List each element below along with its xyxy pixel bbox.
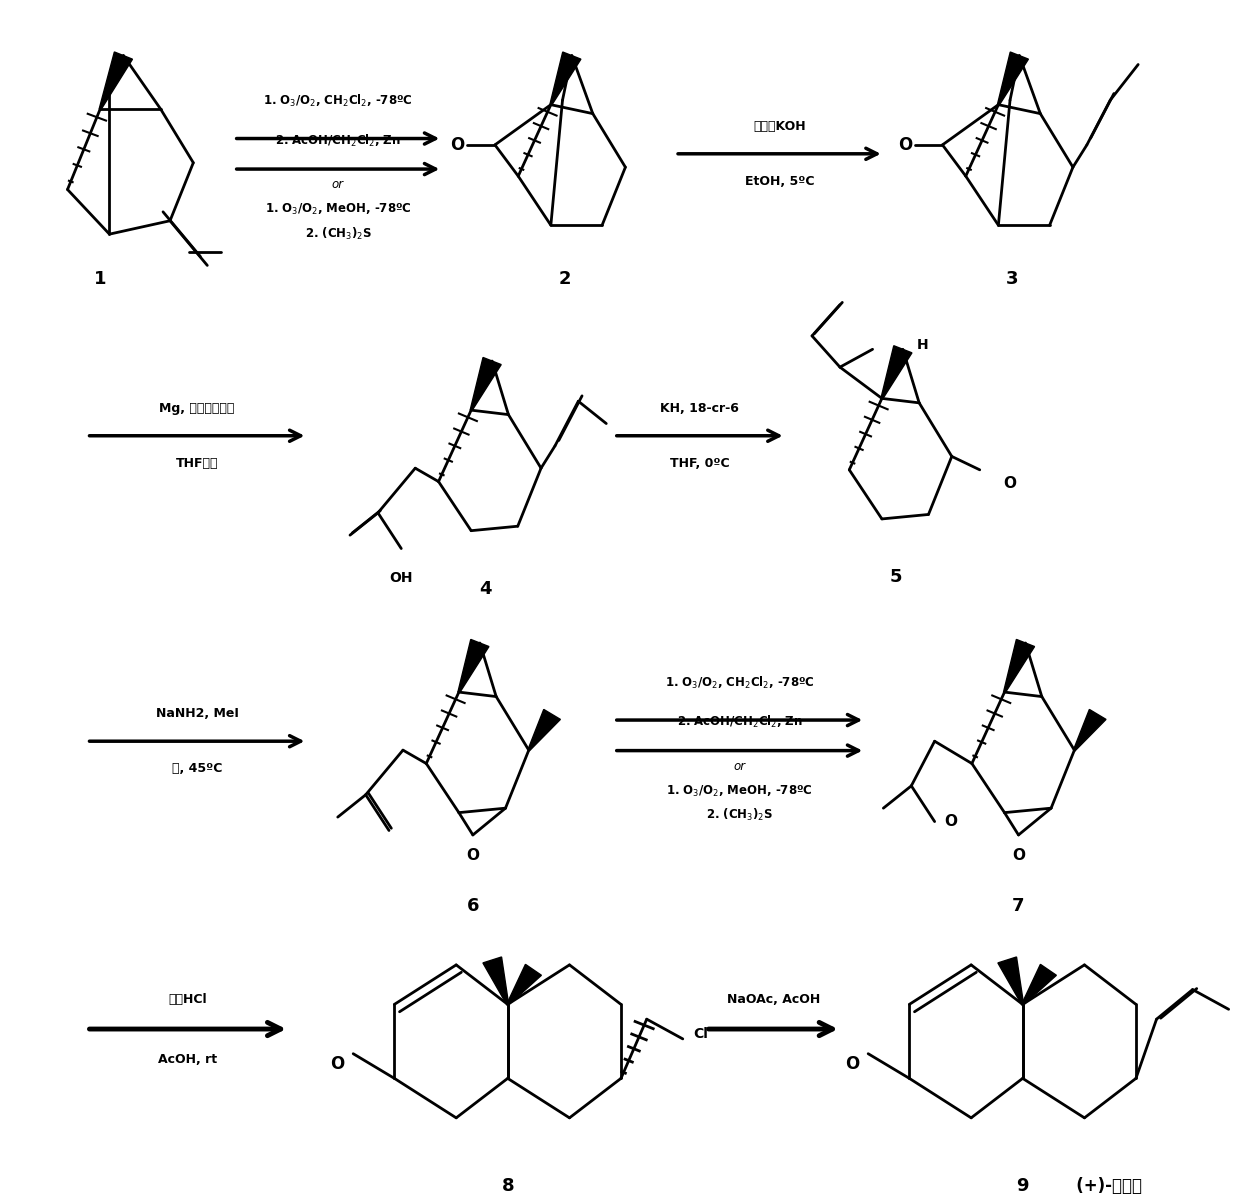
Text: O: O — [846, 1055, 859, 1073]
Polygon shape — [99, 52, 133, 109]
Text: NaOAc, AcOH: NaOAc, AcOH — [727, 992, 820, 1006]
Text: 4: 4 — [479, 580, 491, 598]
Text: H: H — [916, 338, 929, 351]
Text: Mg, 甲代烯丙基氯: Mg, 甲代烯丙基氯 — [159, 402, 234, 415]
Polygon shape — [458, 640, 489, 693]
Polygon shape — [549, 52, 580, 105]
Text: O: O — [1003, 475, 1016, 491]
Text: 5: 5 — [889, 568, 903, 586]
Polygon shape — [528, 710, 560, 751]
Text: 3: 3 — [1006, 269, 1018, 288]
Text: KH, 18-cr-6: KH, 18-cr-6 — [660, 402, 739, 415]
Text: THF, 0ºC: THF, 0ºC — [670, 457, 729, 470]
Polygon shape — [470, 357, 501, 410]
Text: 1: 1 — [94, 269, 107, 288]
Polygon shape — [880, 345, 911, 398]
Text: 2. AcOH/CH$_2$Cl$_2$, Zn: 2. AcOH/CH$_2$Cl$_2$, Zn — [275, 132, 401, 149]
Polygon shape — [997, 52, 1028, 105]
Polygon shape — [1003, 640, 1034, 693]
Text: 2. AcOH/CH$_2$Cl$_2$, Zn: 2. AcOH/CH$_2$Cl$_2$, Zn — [677, 715, 802, 730]
Polygon shape — [482, 956, 508, 1005]
Text: 1. O$_3$/O$_2$, MeOH, -78ºC: 1. O$_3$/O$_2$, MeOH, -78ºC — [264, 202, 412, 217]
Text: 2: 2 — [558, 269, 572, 288]
Text: O: O — [450, 136, 465, 154]
Text: O: O — [898, 136, 913, 154]
Text: 1. O$_3$/O$_2$, CH$_2$Cl$_2$, -78ºC: 1. O$_3$/O$_2$, CH$_2$Cl$_2$, -78ºC — [665, 675, 815, 691]
Polygon shape — [1022, 965, 1056, 1005]
Text: 苯, 45ºC: 苯, 45ºC — [172, 763, 222, 776]
Text: or: or — [332, 178, 343, 191]
Text: (+)-诺卡酮: (+)-诺卡酮 — [1059, 1177, 1142, 1195]
Text: 乙醛，KOH: 乙醛，KOH — [753, 119, 806, 132]
Text: 9: 9 — [1017, 1177, 1029, 1195]
Text: O: O — [944, 814, 957, 829]
Text: THF回流: THF回流 — [176, 457, 218, 470]
Polygon shape — [1074, 710, 1106, 751]
Text: 2. (CH$_3$)$_2$S: 2. (CH$_3$)$_2$S — [706, 807, 773, 823]
Text: 2. (CH$_3$)$_2$S: 2. (CH$_3$)$_2$S — [305, 225, 372, 242]
Text: O: O — [1012, 848, 1025, 864]
Text: 气态HCl: 气态HCl — [169, 992, 207, 1006]
Text: O: O — [331, 1055, 345, 1073]
Text: AcOH, rt: AcOH, rt — [159, 1053, 217, 1066]
Text: OH: OH — [389, 571, 413, 585]
Text: NaNH2, MeI: NaNH2, MeI — [155, 707, 238, 721]
Text: 1. O$_3$/O$_2$, CH$_2$Cl$_2$, -78ºC: 1. O$_3$/O$_2$, CH$_2$Cl$_2$, -78ºC — [263, 93, 413, 109]
Text: or: or — [734, 760, 745, 774]
Text: 1. O$_3$/O$_2$, MeOH, -78ºC: 1. O$_3$/O$_2$, MeOH, -78ºC — [666, 783, 813, 799]
Polygon shape — [507, 965, 542, 1005]
Text: 8: 8 — [501, 1177, 515, 1195]
Text: 6: 6 — [466, 897, 479, 915]
Text: 7: 7 — [1012, 897, 1024, 915]
Text: O: O — [466, 848, 480, 864]
Text: Cl: Cl — [693, 1027, 708, 1041]
Text: EtOH, 5ºC: EtOH, 5ºC — [745, 174, 815, 188]
Polygon shape — [998, 956, 1023, 1005]
